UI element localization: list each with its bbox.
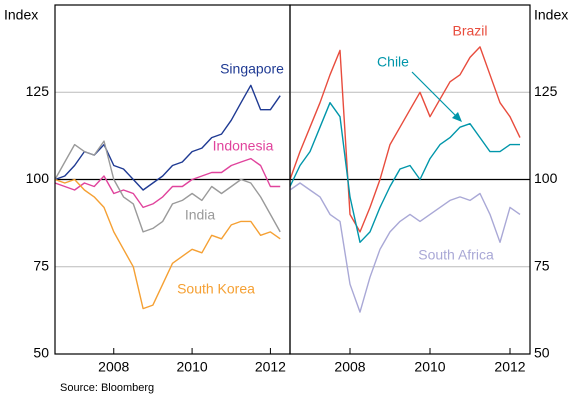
series-line	[54, 140, 281, 233]
x-tick-label: 2012	[255, 359, 286, 375]
y-tick-label: 125	[534, 83, 558, 99]
x-tick-label: 2010	[177, 359, 208, 375]
source-note: Source: Bloomberg	[60, 382, 154, 394]
y-axis-label: Index	[534, 7, 568, 23]
annotation-arrow-head	[452, 112, 462, 122]
series-label: South Korea	[177, 281, 255, 297]
x-tick-label: 2010	[414, 359, 445, 375]
series-label: Chile	[377, 54, 409, 70]
series-line	[54, 178, 281, 310]
plot-frame	[289, 4, 531, 355]
x-tick-label: 2012	[494, 359, 525, 375]
annotation-arrow	[411, 71, 459, 119]
series-line	[289, 46, 521, 233]
y-axis-label: Index	[4, 7, 38, 23]
y-tick-label: 100	[534, 170, 558, 186]
series-label: India	[185, 207, 216, 223]
y-tick-label: 75	[33, 257, 49, 273]
plot-layer: 50 75 100 125 Index 2008 2010 2012 Singapore Indo…	[4, 4, 568, 375]
y-tick-label: 50	[33, 345, 49, 361]
y-tick-label: 50	[534, 345, 550, 361]
series-label: South Africa	[418, 247, 494, 263]
series-label: Singapore	[220, 61, 284, 77]
series-line	[289, 102, 520, 243]
series-label: Brazil	[452, 23, 487, 39]
y-tick-label: 100	[26, 170, 50, 186]
x-tick-label: 2008	[98, 359, 129, 375]
x-tick-label: 2008	[334, 359, 365, 375]
series-line	[289, 182, 521, 313]
series-line	[54, 157, 281, 209]
y-tick-label: 75	[534, 257, 550, 273]
y-tick-label: 125	[26, 83, 50, 99]
series-label: Indonesia	[213, 138, 274, 154]
